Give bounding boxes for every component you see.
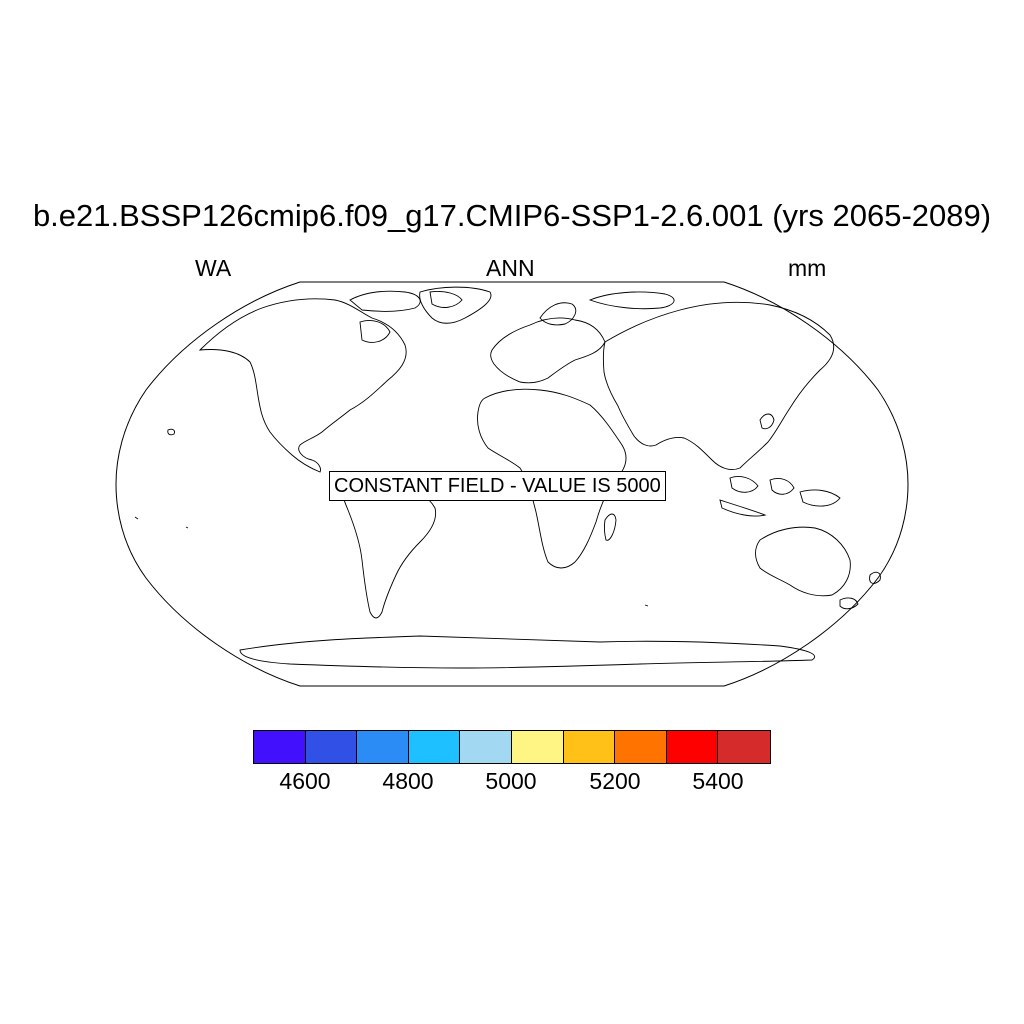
colorbar-tick-label: 5200 (589, 768, 641, 794)
colorbar-box (408, 731, 461, 763)
colorbar-tick-label: 4800 (382, 768, 434, 794)
map-boundary (115, 281, 909, 687)
colorbar-box (460, 731, 512, 763)
plot-title: b.e21.BSSP126cmip6.f09_g17.CMIP6-SSP1-2.… (32, 198, 992, 233)
colorbar-tick-label: 4600 (279, 768, 331, 794)
colorbar-box (615, 731, 667, 763)
colorbar-box (718, 731, 770, 763)
season-label: ANN (486, 255, 535, 281)
colorbar-box (511, 731, 564, 763)
variable-label: WA (195, 255, 232, 281)
colorbar-box (254, 731, 306, 763)
units-label: mm (788, 255, 827, 281)
colorbar-box (666, 731, 719, 763)
coastlines (134, 286, 881, 669)
colorbar-tick-label: 5000 (485, 768, 537, 794)
colorbar (253, 730, 771, 764)
colorbar-box (563, 731, 616, 763)
colorbar-tick-label: 5400 (692, 768, 744, 794)
colorbar-box (357, 731, 409, 763)
colorbar-box (305, 731, 358, 763)
constant-field-annotation: CONSTANT FIELD - VALUE IS 5000 (329, 471, 666, 501)
